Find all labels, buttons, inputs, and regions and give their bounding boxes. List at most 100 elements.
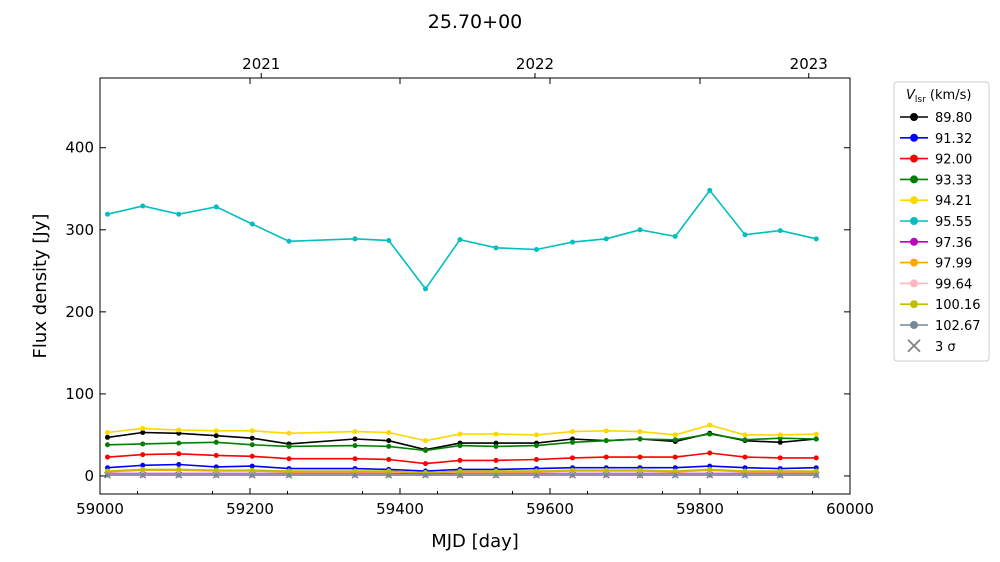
legend-marker: [910, 258, 918, 267]
data-point: [742, 437, 748, 443]
data-point: [603, 467, 609, 473]
data-point: [493, 245, 499, 251]
year-tick-label: 2021: [242, 55, 280, 73]
data-point: [777, 432, 783, 438]
data-point: [140, 452, 146, 458]
data-point: [570, 429, 575, 435]
data-point: [140, 441, 146, 447]
data-point: [423, 461, 428, 467]
legend-marker: [910, 133, 918, 142]
data-point: [637, 472, 643, 478]
data-point: [493, 431, 499, 437]
data-point: [386, 472, 392, 478]
data-point: [813, 436, 819, 442]
data-point: [249, 442, 255, 448]
data-point: [813, 455, 819, 461]
y-tick-label: 200: [65, 303, 94, 321]
data-point: [176, 472, 182, 478]
data-point: [386, 438, 392, 444]
data-point: [742, 432, 748, 438]
data-point: [213, 433, 219, 439]
data-point: [423, 472, 428, 478]
data-point: [105, 472, 110, 478]
series-line: [107, 463, 817, 472]
y-tick-label: 300: [65, 221, 94, 239]
data-point: [777, 468, 783, 474]
data-point: [493, 468, 499, 474]
x-tick-label: 59800: [676, 500, 724, 518]
data-point: [672, 454, 678, 460]
data-point: [672, 233, 678, 239]
x-tick-label: 59200: [226, 500, 274, 518]
data-point: [603, 438, 609, 444]
y-axis-title: Flux density [Jy]: [30, 214, 51, 359]
data-point: [352, 472, 358, 478]
series-line: [107, 424, 817, 442]
legend-marker: [910, 237, 918, 246]
data-point: [140, 429, 146, 435]
legend-box: [893, 81, 990, 362]
data-point: [249, 463, 255, 469]
data-point: [534, 468, 539, 474]
data-point: [570, 472, 575, 478]
legend-title: Vlsr (km/s): [906, 88, 971, 105]
data-point: [570, 467, 575, 473]
data-point: [140, 425, 146, 431]
data-point: [176, 427, 182, 433]
data-point: [105, 468, 110, 474]
data-point: [534, 472, 539, 478]
data-point: [777, 228, 783, 234]
data-point: [386, 457, 392, 463]
data-point: [249, 467, 255, 473]
data-point: [457, 431, 463, 437]
data-point: [457, 237, 463, 243]
data-point: [140, 203, 146, 209]
data-point: [140, 462, 146, 468]
data-point: [386, 443, 392, 449]
data-point: [672, 432, 678, 438]
data-point: [570, 239, 575, 245]
data-point: [249, 428, 255, 434]
legend-marker: [910, 154, 918, 163]
legend-marker: [910, 217, 918, 225]
data-point: [105, 454, 110, 460]
data-point: [603, 428, 609, 434]
data-point: [672, 437, 678, 443]
year-tick-label: 2022: [516, 55, 554, 73]
data-point: [213, 472, 219, 478]
data-point: [457, 443, 463, 449]
data-point: [286, 443, 292, 449]
data-point: [457, 468, 463, 474]
x-tick-label: 59000: [76, 500, 124, 518]
x-tick-label: 59600: [526, 500, 574, 518]
legend-items: 89.80 91.32 92.00 93.33 94.21 95.55 97.36 97.99…: [900, 111, 981, 355]
data-point: [105, 211, 110, 217]
data-point: [176, 466, 182, 472]
data-point: [249, 435, 255, 441]
data-point: [249, 453, 255, 459]
data-point: [423, 286, 428, 292]
data-point: [286, 238, 292, 244]
data-point: [176, 451, 182, 457]
data-point: [742, 472, 748, 478]
data-point: [386, 468, 392, 474]
data-point: [534, 432, 539, 438]
legend-label: 89.80: [935, 111, 972, 126]
series-line: [107, 189, 817, 291]
legend-label: 95.55: [935, 215, 972, 230]
data-point: [603, 472, 609, 478]
data-point: [672, 472, 678, 478]
data-point: [534, 443, 539, 449]
legend-label: 93.33: [935, 173, 972, 188]
data-point: [742, 454, 748, 460]
data-point: [176, 211, 182, 217]
data-point: [176, 461, 182, 467]
legend-marker: [910, 300, 918, 309]
data-point: [352, 468, 358, 474]
legend-label: 102.67: [935, 319, 981, 334]
data-point: [352, 443, 358, 449]
data-point: [213, 428, 219, 434]
data-point: [637, 467, 643, 473]
plot-area: [103, 187, 820, 479]
